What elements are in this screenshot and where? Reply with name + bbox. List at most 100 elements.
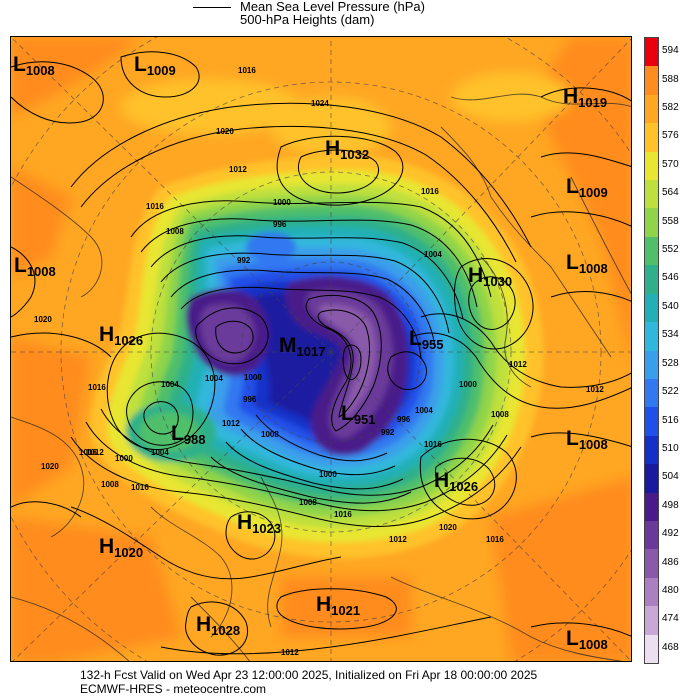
colorbar-swatch: [645, 151, 658, 181]
colorbar-tick-label: 534: [662, 329, 679, 341]
pressure-system-label: H1023: [237, 511, 281, 536]
pressure-system-label: L1008: [566, 251, 608, 276]
lat-lon-grid: [11, 37, 631, 661]
isobar-label: 1008: [166, 227, 184, 236]
forecast-valid-text: 132-h Fcst Valid on Wed Apr 23 12:00:00 …: [80, 668, 538, 682]
pressure-system-label: L1008: [566, 427, 608, 452]
colorbar-swatch: [645, 435, 658, 465]
colorbar-tick-label: 540: [662, 300, 679, 312]
isobar-label: 1016: [238, 66, 256, 75]
colorbar-tick-label: 486: [662, 556, 679, 568]
isobar-label: 1016: [486, 535, 504, 544]
isobar-label: 1020: [41, 462, 59, 471]
isobar-label: 1004: [424, 250, 442, 259]
pressure-system-label: H1026: [99, 323, 143, 348]
pressure-system-label: L951: [341, 402, 376, 427]
colorbar-swatch: [645, 94, 658, 124]
isobar-label: 996: [397, 415, 411, 424]
pressure-system-label: H1021: [316, 593, 360, 618]
colorbar-swatch: [645, 123, 658, 153]
coastlines: [11, 93, 631, 661]
pressure-system-label: H1026: [434, 469, 478, 494]
pressure-system-label: M1017: [279, 334, 325, 359]
colorbar-tick-label: 528: [662, 357, 679, 369]
colorbar-swatch: [645, 236, 658, 266]
isobar-label: 992: [237, 256, 251, 265]
pressure-system-label: H1020: [99, 535, 143, 560]
colorbar-swatch: [645, 606, 658, 636]
isobar-label: 1020: [439, 523, 457, 532]
pressure-system-label: L1008: [566, 627, 608, 652]
colorbar-swatch: [645, 180, 658, 209]
isobar-label: 1004: [205, 374, 223, 383]
colorbar-tick-label: 516: [662, 414, 679, 426]
legend-isobar-line-sample: [193, 7, 231, 8]
isobar-label: 1008: [101, 480, 119, 489]
weather-map-svg: 1016 1024 1020 1012 1016 1008 996 1000 9…: [11, 37, 631, 661]
isobar-label: 992: [381, 428, 395, 437]
isobar-label: 1000: [115, 454, 133, 463]
pressure-system-label: L955: [409, 327, 444, 352]
colorbar-swatch: [645, 293, 658, 323]
isobar-label: 1020: [34, 315, 52, 324]
pressure-system-label: L988: [171, 422, 206, 447]
colorbar-swatch: [645, 265, 658, 295]
colorbar-tick-label: 510: [662, 442, 679, 454]
isobar-label: 1012: [222, 419, 240, 428]
colorbar-tick-label: 498: [662, 499, 679, 511]
colorbar-tick-label: 582: [662, 102, 679, 114]
isobar-label: 1012: [281, 648, 299, 657]
colorbar-swatch: [645, 350, 658, 380]
height-field-core: [90, 154, 544, 559]
colorbar-tick-label: 558: [662, 215, 679, 227]
colorbar-swatch: [645, 322, 658, 351]
pressure-systems: L1008 L1009 H1019 H1032 L1009 L1008 H103…: [13, 53, 608, 652]
pressure-system-label: H1028: [196, 613, 240, 638]
isobar-label: 1004: [151, 448, 169, 457]
isobar-label: 1008: [261, 430, 279, 439]
colorbar-tick-label: 546: [662, 272, 679, 284]
isobar-label: 1004: [415, 406, 433, 415]
colorbar-swatch: [645, 492, 658, 522]
colorbar-swatch: [645, 66, 658, 96]
isobar-label: 1000: [244, 373, 262, 382]
colorbar-swatch: [645, 549, 658, 579]
colorbar-tick-label: 468: [662, 641, 679, 653]
pressure-system-label: L1008: [13, 53, 55, 78]
map-panel: 1016 1024 1020 1012 1016 1008 996 1000 9…: [10, 36, 632, 662]
isobar-label: 1012: [86, 448, 104, 457]
isobar-label: 1020: [216, 127, 234, 136]
colorbar-tick-label: 588: [662, 73, 679, 85]
isobar-label: 1008: [299, 498, 317, 507]
legend-mslp-label: Mean Sea Level Pressure (hPa): [240, 0, 425, 14]
colorbar-tick-label: 504: [662, 471, 679, 483]
legend-header: Mean Sea Level Pressure (hPa) 500-hPa He…: [0, 0, 681, 36]
pressure-system-label: H1032: [325, 137, 369, 162]
isobar-label: 1016: [88, 383, 106, 392]
colorbar-tick-label: 480: [662, 584, 679, 596]
colorbar-swatch: [645, 577, 658, 607]
pressure-system-label: L1008: [14, 254, 56, 279]
isobar-label: 996: [243, 395, 257, 404]
isobars: [11, 51, 631, 656]
colorbar-tick-label: 492: [662, 528, 679, 540]
height-colorbar: [644, 37, 659, 664]
legend-heights-label: 500-hPa Heights (dam): [240, 12, 375, 27]
isobar-label: 1016: [79, 448, 97, 457]
pressure-system-label: L1009: [134, 53, 176, 78]
pressure-system-label: H1019: [563, 85, 607, 110]
colorbar-swatch: [645, 407, 658, 437]
isobar-label: 1000: [319, 470, 337, 479]
colorbar-tick-label: 564: [662, 187, 679, 199]
colorbar-swatch: [645, 520, 658, 550]
isobar-label: 1000: [273, 198, 291, 207]
height-field-shading: [11, 37, 631, 661]
isobar-label: 1024: [311, 99, 329, 108]
isobar-label: 1004: [161, 380, 179, 389]
isobar-labels: 1016 1024 1020 1012 1016 1008 996 1000 9…: [34, 66, 604, 657]
colorbar-swatch: [645, 378, 658, 408]
colorbar-tick-label: 522: [662, 386, 679, 398]
isobar-label: 1000: [459, 380, 477, 389]
colorbar-tick-label: 594: [662, 45, 679, 57]
isobar-label: 1016: [334, 510, 352, 519]
